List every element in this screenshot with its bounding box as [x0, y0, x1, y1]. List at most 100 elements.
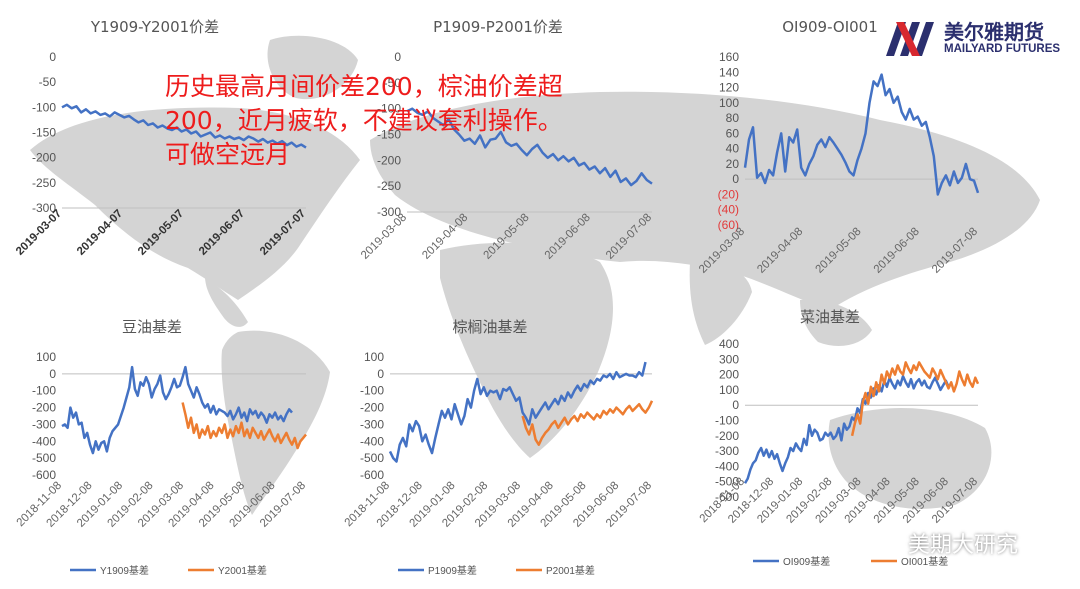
y-axis: 0 -50 -100 -150 -200 -250 -300	[32, 50, 56, 215]
x-tick-label: 2019-07-08	[604, 212, 654, 262]
logo-name-en: MAILYARD FUTURES	[944, 43, 1061, 55]
y-tick-label: -100	[32, 384, 56, 398]
series-line-1	[406, 107, 653, 187]
y-tick-label: -200	[715, 429, 739, 443]
y-tick-label: -300	[377, 205, 401, 219]
plot-area	[743, 73, 980, 196]
y-tick-label: 40	[726, 142, 740, 156]
y-tick-label: -300	[32, 417, 56, 431]
map-south-america	[221, 330, 330, 515]
y-tick-label: 0	[377, 367, 384, 381]
y-tick-label: (60)	[718, 218, 739, 232]
series-line-1	[743, 73, 980, 196]
y-tick-label: 100	[719, 383, 739, 397]
plot-area	[406, 107, 653, 187]
plot-area	[388, 361, 654, 463]
x-tick-label: 2019-04-08	[420, 212, 470, 262]
y-tick-label: -250	[377, 179, 401, 193]
legend-label: OI001基差	[901, 555, 948, 568]
y-tick-label: 100	[36, 350, 56, 364]
chart-soybean-oil-basis: 豆油基差 100 0 -100 -200 -300 -400 -500 -600 2018-1…	[15, 318, 308, 577]
y-tick-label: 20	[726, 157, 740, 171]
x-tick-label: 2019-05-08	[814, 226, 864, 276]
y-tick-label: 80	[726, 111, 740, 125]
company-logo: 美尔雅期货 MAILYARD FUTURES	[884, 15, 1080, 63]
series-line-2	[181, 402, 307, 450]
series-line-1	[388, 361, 647, 463]
y-tick-label: 0	[732, 172, 739, 186]
y-tick-label: 60	[726, 126, 740, 140]
x-tick-label: 2019-06-08	[543, 212, 593, 262]
map-greenland	[267, 35, 358, 100]
map-africa	[440, 242, 613, 458]
y-tick-label: -400	[360, 434, 384, 448]
y-tick-label: (20)	[718, 187, 739, 201]
y-tick-label: 100	[719, 96, 739, 110]
x-tick-label: 2019-04-07	[75, 208, 125, 258]
map-southeast-asia	[800, 299, 872, 346]
watermark-text: 美期大研究	[908, 533, 1019, 558]
y-tick-label: -150	[32, 126, 56, 140]
plot-area	[743, 361, 980, 484]
y-tick-label: -300	[360, 417, 384, 431]
chart-title: OI909-OI001	[782, 18, 878, 36]
legend-label: P2001基差	[546, 564, 595, 577]
y-axis: 0 -50 -100 -150 -200 -250 -300	[377, 50, 401, 219]
watermark: 美期大研究	[864, 523, 1064, 563]
y-tick-label: -200	[32, 151, 56, 165]
x-tick-label: 2019-05-07	[136, 208, 186, 258]
annotation-text: 历史最高月间价差200，棕油价差超200，近月疲软，不建议套利操作。可做空远月	[165, 72, 563, 169]
y-tick-label: -100	[32, 100, 56, 114]
map-australia	[828, 408, 992, 509]
y-tick-label: 0	[49, 367, 56, 381]
y-tick-label: 0	[394, 50, 401, 64]
y-tick-label: 120	[719, 81, 739, 95]
x-tick-label: 2019-06-07	[197, 208, 247, 258]
x-tick-label: 2019-03-08	[359, 212, 409, 262]
legend: OI909基差 OI001基差	[753, 555, 948, 568]
y-tick-label: 200	[719, 368, 739, 382]
y-tick-label: -400	[32, 434, 56, 448]
y-tick-label: -50	[39, 75, 57, 89]
y-tick-label: -600	[32, 468, 56, 482]
y-tick-label: -200	[377, 153, 401, 167]
map-india	[689, 261, 752, 345]
legend-label: Y1909基差	[100, 564, 149, 577]
chart-y1909-y2001-spread: Y1909-Y2001价差 0 -50 -100 -150 -200 -250 -300 2…	[14, 18, 308, 258]
y-tick-label: 0	[732, 398, 739, 412]
series-line-2	[850, 361, 980, 437]
y-tick-label: -300	[32, 201, 56, 215]
chart-title: 菜油基差	[800, 308, 860, 326]
y-tick-label: 160	[719, 50, 739, 64]
legend-label: Y2001基差	[218, 564, 267, 577]
y-tick-label: -250	[32, 176, 56, 190]
x-tick-label: 2019-07-07	[258, 208, 308, 258]
wechat-icon	[868, 530, 899, 555]
legend: P1909基差 P2001基差	[398, 564, 595, 577]
map-central-america	[205, 278, 248, 327]
x-tick-label: 2019-03-07	[14, 208, 64, 258]
logo-name-cn: 美尔雅期货	[944, 20, 1044, 44]
y-tick-label: -100	[360, 384, 384, 398]
x-tick-label: 2019-07-08	[930, 226, 980, 276]
plot-area	[61, 365, 307, 455]
y-tick-label: -100	[715, 414, 739, 428]
plot-area	[61, 103, 307, 149]
y-tick-label: 100	[364, 350, 384, 364]
x-tick-label: 2019-03-08	[697, 226, 747, 276]
chart-title: Y1909-Y2001价差	[90, 18, 219, 36]
series-line-1	[743, 374, 953, 484]
x-tick-label: 2019-04-08	[755, 226, 805, 276]
x-axis: 2018-11-082018-12-082019-01-082019-02-08…	[698, 404, 980, 526]
y-tick-label: -500	[360, 451, 384, 465]
chart-title: 棕榈油基差	[452, 318, 527, 336]
y-tick-label: 400	[719, 337, 739, 351]
legend: Y1909基差 Y2001基差	[70, 564, 267, 577]
x-axis: 2019-03-07 2019-04-07 2019-05-07 2019-06-07…	[14, 207, 308, 258]
x-tick-label: 2019-05-08	[482, 212, 532, 262]
chart-title: P1909-P2001价差	[433, 18, 563, 36]
x-axis: 2019-03-08 2019-04-08 2019-05-08 2019-06-08…	[359, 211, 654, 262]
